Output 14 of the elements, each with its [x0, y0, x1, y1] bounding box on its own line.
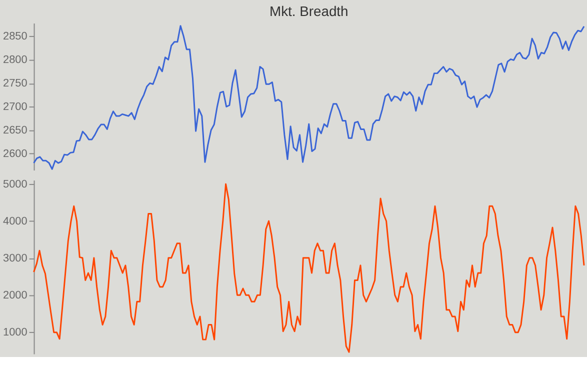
y-tick-label: 3000 [3, 252, 28, 264]
y-tick-label: 5000 [3, 178, 28, 191]
y-tick-label: 2000 [3, 289, 28, 302]
line-series [33, 183, 585, 353]
y-tick-label: 2600 [3, 148, 28, 160]
y-tick-label: 1000 [3, 326, 28, 338]
line-series [33, 25, 585, 170]
chart-title: Mkt. Breadth [270, 3, 348, 20]
y-tick-label: 2700 [3, 101, 28, 114]
y-tick-label: 4000 [3, 216, 28, 228]
y-tick-label: 2850 [3, 30, 28, 43]
y-tick-label: 2800 [3, 54, 28, 66]
y-tick-label: 2750 [3, 78, 28, 90]
y-tick-label: 2650 [3, 124, 28, 137]
